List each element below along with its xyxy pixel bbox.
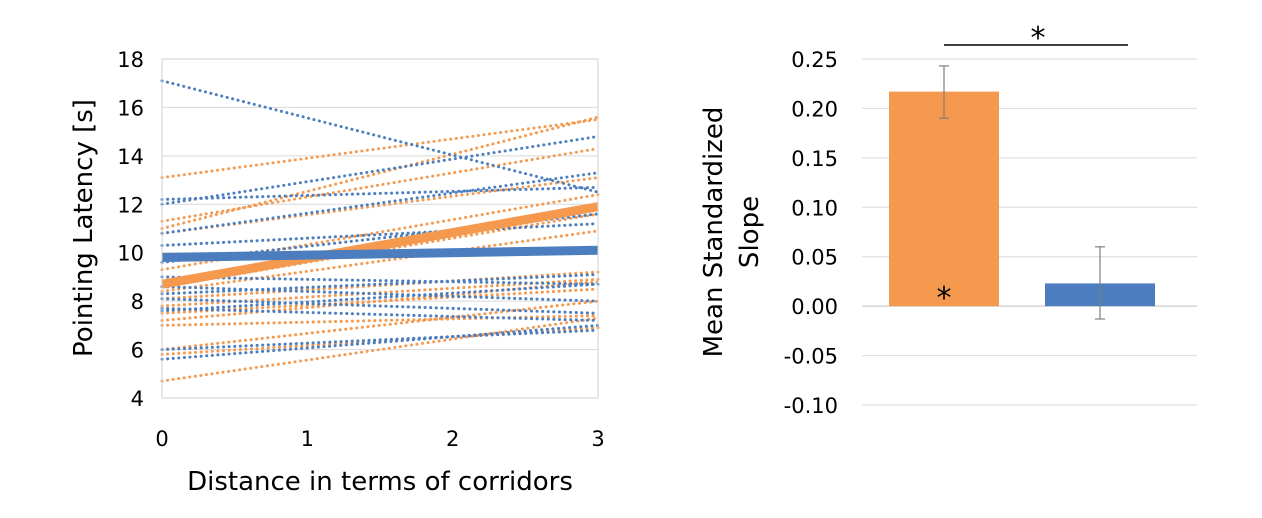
bar-chart-y-tick-label: 0.25 (791, 48, 838, 72)
participant-trend-line-orange (160, 299, 600, 352)
mean-trend-line-blue (161, 245, 599, 263)
participant-trend-line-blue (160, 79, 600, 194)
line-chart-y-tick-label: 18 (117, 48, 144, 72)
line-chart-gridlines (162, 58, 598, 399)
line-chart-y-tick-label: 10 (117, 242, 144, 266)
line-chart-y-tick-label: 16 (117, 96, 144, 120)
line-chart-series (160, 79, 600, 383)
participant-trend-line-blue (160, 328, 600, 352)
line-chart-y-axis-label: Pointing Latency [s] (69, 99, 99, 357)
bar-chart-y-tick-label: 0.20 (791, 97, 838, 121)
line-chart-x-tick-label: 3 (591, 427, 604, 451)
line-chart-y-tick-label: 12 (117, 193, 144, 217)
line-chart-x-tick-label: 0 (155, 427, 168, 451)
bar-chart-bars: * (889, 65, 1155, 320)
participant-trend-line-blue (160, 306, 600, 323)
line-chart-y-tick-label: 4 (131, 387, 144, 411)
participant-trend-line-blue (160, 134, 600, 206)
bar-significance-marker: * (937, 281, 952, 316)
participant-trend-line-blue (160, 282, 600, 313)
participant-trend-line-orange (160, 147, 600, 223)
bar-chart-y-axis-label-line1: Mean Standardized (699, 107, 729, 358)
participant-trend-line-blue (160, 171, 600, 235)
bar-chart-y-axis-label-line2: Slope (735, 196, 765, 268)
mean-trend-line-orange (161, 202, 599, 289)
significance-bracket-marker: * (1031, 21, 1046, 56)
line-chart-y-tick-label: 6 (131, 339, 144, 363)
bar-chart-y-tick-label: 0.05 (791, 246, 838, 270)
line-chart-y-tick-label: 14 (117, 145, 144, 169)
bar-chart-y-tick-label: 0.10 (791, 196, 838, 220)
participant-trend-line-blue (160, 273, 600, 296)
participant-trend-line-blue (160, 275, 600, 286)
line-chart-x-tick-label: 1 (301, 427, 314, 451)
line-chart-y-tick-label: 8 (131, 290, 144, 314)
participant-trend-line-blue (160, 285, 600, 303)
participant-trend-line-orange (160, 118, 600, 180)
participant-trend-line-orange (160, 229, 600, 293)
participant-trend-line-blue (160, 297, 600, 315)
participant-trend-line-blue (160, 222, 600, 247)
participant-trend-line-blue (160, 323, 600, 361)
bar-chart-y-tick-label: -0.10 (784, 394, 838, 418)
bar-chart: * 0.25 0.20 0.15 0.10 0.05 0.00 -0.05 -0.10 Mea… (699, 21, 1197, 418)
participant-trend-line-orange (160, 115, 600, 230)
line-chart-x-tick-labels: 0 1 2 3 (155, 427, 604, 451)
bar-chart-y-tick-labels: 0.25 0.20 0.15 0.10 0.05 0.00 -0.05 -0.10 (784, 48, 838, 418)
participant-trend-line-blue (160, 185, 600, 201)
bar-chart-y-tick-label: -0.05 (784, 345, 838, 369)
bar-chart-y-tick-label: 0.00 (791, 295, 838, 319)
bar-1 (889, 91, 999, 307)
line-chart-y-tick-labels: 4 6 8 10 12 14 16 18 (117, 48, 144, 411)
significance-bracket: * (944, 21, 1128, 56)
line-chart-plot-frame (161, 58, 599, 399)
line-chart-x-tick-label: 2 (446, 427, 459, 451)
participant-trend-line-orange (160, 316, 600, 383)
line-chart-x-axis-label: Distance in terms of corridors (187, 467, 573, 497)
participant-trend-line-orange (160, 314, 600, 327)
bar-chart-y-tick-label: 0.15 (791, 147, 838, 171)
